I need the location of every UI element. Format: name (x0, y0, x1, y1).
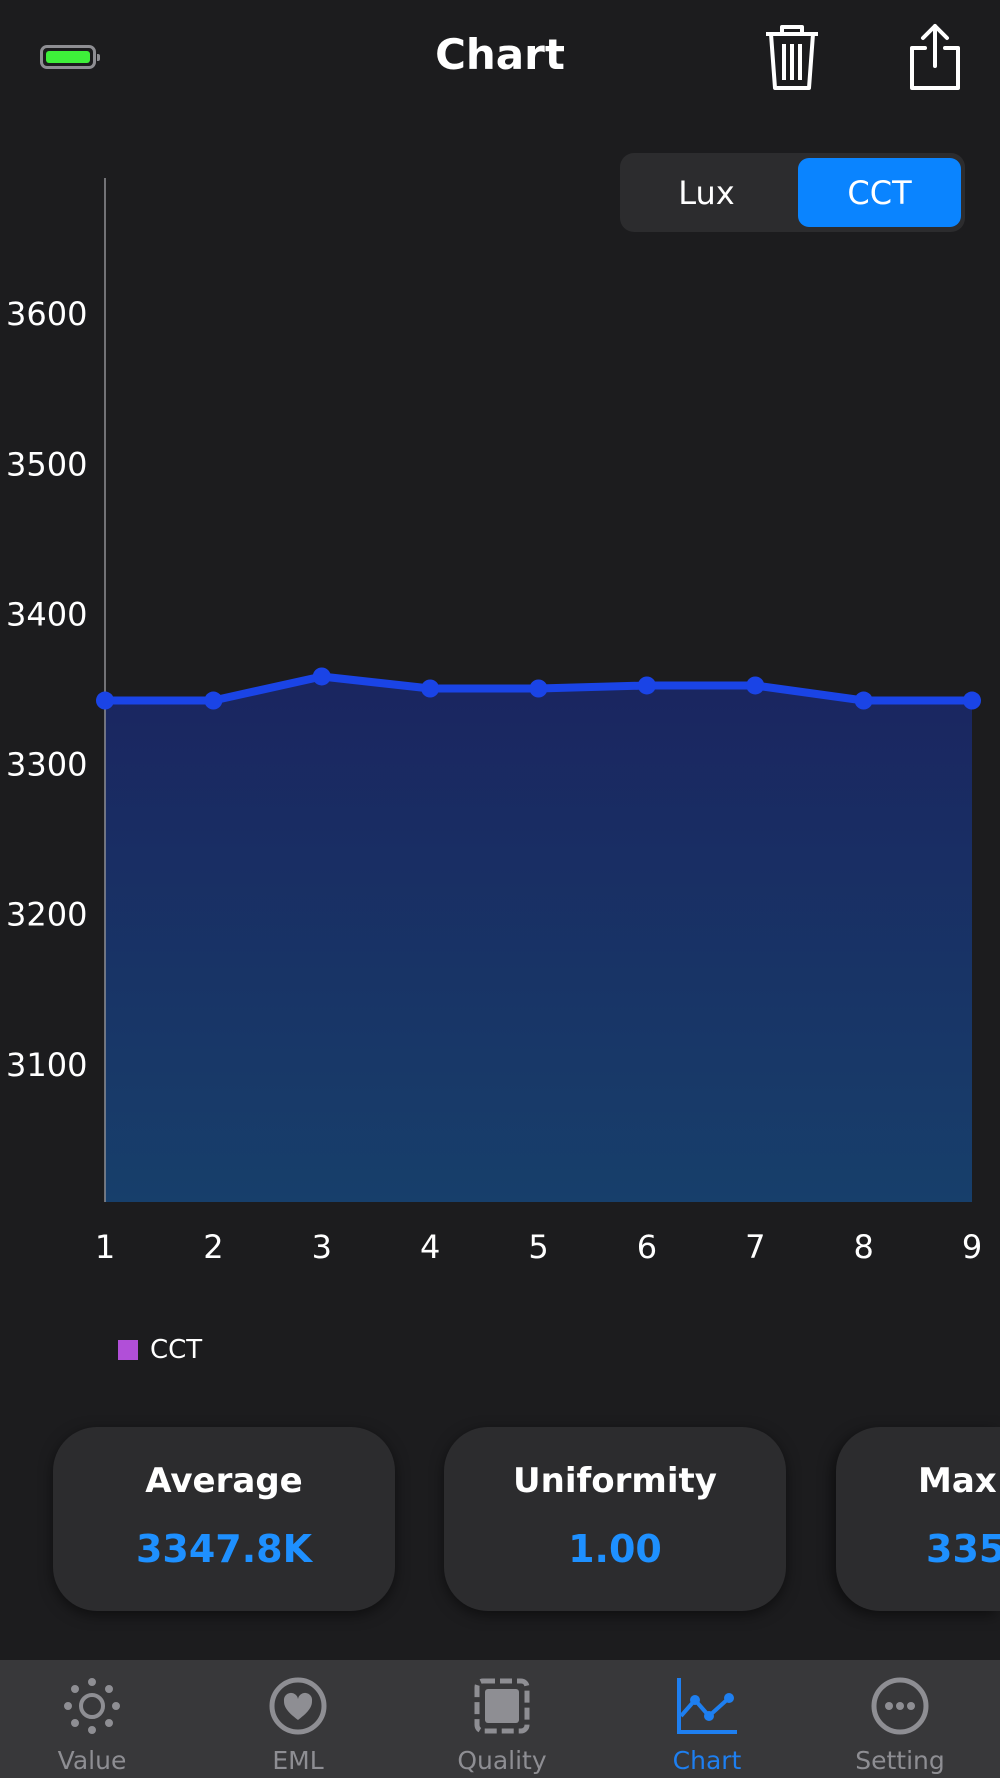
x-tick-label: 4 (420, 1228, 440, 1266)
tab-eml[interactable]: EML (198, 1660, 398, 1778)
tab-chart[interactable]: Chart (607, 1660, 807, 1778)
share-icon (910, 24, 960, 90)
sun-icon (64, 1678, 120, 1734)
stat-card-average: Average 3347.8K (53, 1427, 395, 1611)
stat-label: Uniformity (513, 1461, 717, 1501)
x-tick-label: 9 (962, 1228, 982, 1266)
y-tick-label: 3400 (6, 595, 87, 633)
data-point (637, 676, 656, 695)
square-icon (474, 1678, 530, 1734)
stat-value: 1.00 (568, 1527, 662, 1571)
tab-setting[interactable]: Setting (800, 1660, 1000, 1778)
y-tick-label: 3100 (6, 1046, 87, 1084)
x-tick-label: 1 (95, 1228, 115, 1266)
cct-chart: 3100 3200 3300 3400 3500 3600 1 2 3 4 5 6 7 8 9 (6, 178, 982, 1266)
more-icon (871, 1677, 929, 1735)
x-tick-label: 2 (203, 1228, 223, 1266)
tab-bar: Value EML Quality Chart Setting (0, 1660, 1000, 1778)
chart-icon (677, 1678, 737, 1734)
segment-cct[interactable]: CCT (798, 158, 961, 227)
y-tick-label: 3300 (6, 746, 87, 784)
stat-card-max: Max 335 (836, 1427, 1000, 1611)
tab-quality[interactable]: Quality (402, 1660, 602, 1778)
y-tick-label: 3600 (6, 295, 87, 333)
stat-label: Max (918, 1461, 997, 1501)
x-tick-label: 6 (637, 1228, 657, 1266)
tab-label: Setting (855, 1746, 945, 1775)
battery-icon (40, 45, 100, 69)
legend-label: CCT (150, 1335, 203, 1365)
data-point (963, 691, 981, 710)
x-tick-label: 7 (745, 1228, 765, 1266)
data-point (312, 667, 331, 686)
share-button[interactable] (905, 22, 965, 96)
stat-card-uniformity: Uniformity 1.00 (444, 1427, 786, 1611)
stat-value: 3347.8K (135, 1527, 313, 1571)
heart-icon (269, 1677, 327, 1735)
x-tick-label: 3 (312, 1228, 332, 1266)
trash-button[interactable] (762, 22, 822, 96)
stat-label: Average (145, 1461, 303, 1501)
metric-segmented-control: Lux CCT (620, 153, 965, 232)
x-tick-label: 8 (853, 1228, 873, 1266)
y-tick-label: 3200 (6, 896, 87, 934)
trash-icon (766, 25, 818, 90)
data-point (854, 691, 873, 710)
data-point (204, 691, 223, 710)
series-area (105, 676, 972, 1202)
data-point (529, 679, 548, 698)
segment-lux[interactable]: Lux (678, 173, 735, 212)
tab-label: Value (57, 1746, 127, 1775)
tab-value[interactable]: Value (0, 1660, 192, 1778)
legend: CCT (118, 1335, 202, 1365)
x-tick-label: 5 (528, 1228, 548, 1266)
stat-value: 335 (926, 1527, 1000, 1571)
data-point (746, 676, 765, 695)
legend-swatch (118, 1340, 138, 1360)
tab-label: Quality (457, 1746, 547, 1775)
page-title: Chart (435, 30, 565, 79)
data-point (421, 679, 440, 698)
data-point (96, 691, 114, 710)
tab-label: EML (272, 1746, 324, 1775)
y-tick-label: 3500 (6, 445, 87, 483)
tab-label: Chart (672, 1746, 742, 1775)
